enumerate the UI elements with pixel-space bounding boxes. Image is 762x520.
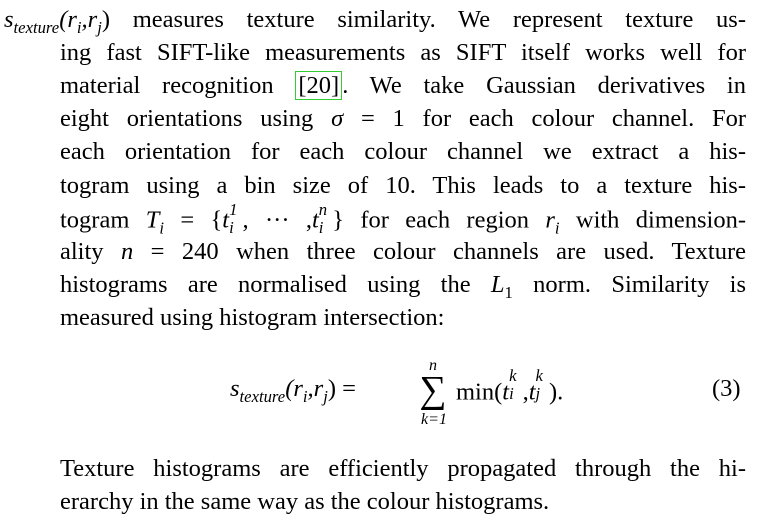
tn-symbol: t — [311, 206, 319, 234]
eq-t1-sup: k — [509, 365, 517, 385]
L-symbol: L — [490, 271, 505, 298]
para1-line-7: togram Ti = {t 1 i, ··· ,t n i} for each reg… — [60, 200, 747, 244]
line9-post: norm. Similarity is — [512, 271, 746, 298]
n-symbol: n — [120, 238, 134, 265]
T-subscript: i — [159, 218, 165, 238]
line7-pre: togram — [60, 206, 146, 234]
L-subscript: 1 — [504, 282, 513, 302]
eq-t2-sup: k — [535, 365, 543, 385]
line8-pre: ality — [60, 238, 121, 265]
tn-sup: n — [318, 199, 328, 219]
line9-pre: histograms are normalised using the — [60, 271, 491, 298]
eq-arg-i: i — [302, 386, 308, 406]
arg-j: j — [97, 17, 102, 37]
eq-min: min( — [456, 378, 503, 406]
t1-sub: i — [229, 218, 234, 238]
para1-line-5: each orientation for each colour channel… — [60, 138, 746, 165]
para1-line-1: stexture(ri,rj) measures texture similar… — [4, 4, 746, 44]
eq-args-open: (r — [285, 375, 303, 402]
eq-arg-j: j — [323, 386, 328, 406]
para1-line-1-text: measures texture similarity. We represen… — [110, 6, 746, 33]
line4-pre: eight orientations using — [60, 105, 332, 132]
line3-pre: material recognition — [60, 72, 296, 99]
eq-s-symbol: s — [230, 375, 240, 402]
equation-lhs: stexture(ri,rj) = — [230, 375, 356, 407]
eq-t1-sub: i — [509, 384, 514, 404]
eq-args-close: ) = — [327, 375, 356, 402]
para1-line-10: measured using histogram intersection: — [60, 304, 445, 331]
r-subscript: i — [554, 218, 560, 238]
t1-symbol: t — [222, 206, 230, 234]
sum-lower-limit: k=1 — [421, 411, 447, 428]
eq-rhs-comma: , — [522, 378, 529, 406]
citation-link-20[interactable]: [20] — [295, 71, 343, 100]
sum-upper-limit: n — [429, 357, 437, 374]
sum-symbol: ∑ — [419, 369, 447, 411]
para1-line-8: ality n = 240 when three colour channels… — [60, 236, 746, 268]
para2-line-2: erarchy in the same way as the colour hi… — [60, 488, 550, 515]
para1-line-3: material recognition [20]. We take Gauss… — [60, 70, 746, 102]
eq-args-comma: ,r — [307, 375, 324, 402]
arg-i: i — [76, 17, 82, 37]
line8-post: = 240 when three colour channels are use… — [133, 238, 746, 265]
tn-sub: i — [318, 218, 324, 238]
T-symbol: T — [145, 206, 160, 234]
s-texture-symbol: s — [4, 6, 14, 33]
line7-post: with dimension- — [559, 206, 747, 234]
equation-3: stexture(ri,rj) = n ∑ k=1 min(t k i ,t k j). … — [0, 357, 762, 437]
eq-t2-sub: j — [535, 384, 541, 404]
para2-line-1: Texture histograms are efficiently propa… — [60, 455, 746, 482]
equation-rhs: min(t k i ,t k j). — [456, 366, 564, 407]
args-comma: ,r — [81, 6, 98, 33]
args-close: ) — [101, 6, 111, 33]
eq-t1-symbol: t — [502, 378, 510, 406]
line4-post: = 1 for each colour channel. For — [343, 105, 747, 132]
r-symbol: r — [545, 206, 555, 234]
eq-t2-symbol: t — [528, 378, 536, 406]
args-open: (r — [59, 6, 77, 33]
equation-number: (3) — [712, 375, 741, 402]
line7-close: } for each region — [332, 206, 546, 234]
s-texture-subscript: texture — [13, 17, 60, 37]
line3-post: . We take Gaussian derivatives in — [342, 72, 746, 99]
sigma-symbol: σ — [331, 105, 344, 132]
line7-dots: , ··· , — [242, 206, 312, 234]
para1-line-9: histograms are normalised using the L1 n… — [60, 269, 746, 309]
eq-rhs-close: ). — [548, 378, 564, 406]
para1-line-6: togram using a bin size of 10. This lead… — [60, 172, 746, 199]
para1-line-4: eight orientations using σ = 1 for each … — [60, 103, 746, 135]
line7-eq: = { — [164, 206, 223, 234]
para1-line-2: ing fast SIFT-like measurements as SIFT … — [60, 39, 746, 66]
t1-sup: 1 — [229, 199, 238, 219]
eq-s-subscript: texture — [239, 386, 286, 406]
